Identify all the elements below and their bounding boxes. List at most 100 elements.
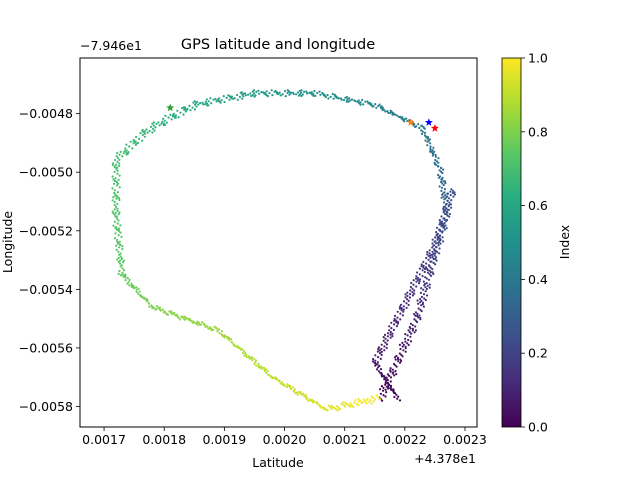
track-point: [297, 94, 301, 97]
return-path-point: [418, 278, 422, 281]
track-point: [251, 359, 254, 362]
track-point: [119, 150, 122, 153]
track-point: [414, 314, 417, 317]
track-point: [197, 321, 201, 324]
return-path-point: [375, 368, 379, 371]
track-point: [299, 391, 302, 394]
track-point: [112, 212, 115, 215]
track-point: [420, 287, 423, 290]
track-point: [127, 280, 130, 284]
track-point: [425, 282, 428, 285]
return-path-point: [396, 397, 399, 400]
track-point: [367, 102, 370, 105]
return-path-point: [450, 206, 453, 209]
track-point: [191, 106, 194, 109]
return-path-point: [380, 343, 383, 346]
track-point: [181, 107, 184, 110]
track-point: [119, 252, 122, 255]
track-point: [112, 196, 115, 199]
track-point: [121, 247, 124, 251]
track-point: [116, 169, 119, 172]
return-path-point: [420, 263, 423, 266]
track-point: [288, 93, 291, 96]
track-point: [344, 96, 347, 99]
track-point: [429, 266, 432, 269]
track-point: [337, 409, 340, 412]
return-path-point: [412, 283, 415, 286]
return-path-point: [439, 221, 442, 224]
track-point: [118, 162, 121, 165]
track-point: [223, 100, 226, 104]
track-point: [137, 292, 140, 295]
return-path-point: [429, 260, 432, 263]
return-path-point: [405, 306, 408, 309]
track-point: [291, 386, 294, 389]
track-point: [168, 310, 171, 313]
return-path-point: [445, 207, 448, 210]
track-point: [441, 171, 444, 175]
track-point: [130, 284, 133, 287]
track-point: [117, 213, 120, 216]
track-point: [384, 381, 387, 384]
track-point: [189, 109, 192, 112]
track-point: [344, 405, 347, 408]
track-point: [421, 301, 424, 304]
return-path-point: [445, 218, 449, 222]
track-point: [361, 98, 364, 102]
track-point: [319, 404, 322, 407]
return-path-point: [413, 292, 416, 295]
colorbar-tick-label: 0.2: [528, 346, 548, 361]
track-point: [435, 259, 438, 262]
return-path-point: [444, 203, 448, 206]
return-path-point: [442, 207, 445, 211]
return-path-point: [442, 211, 445, 214]
track-point: [122, 152, 125, 155]
track-point: [113, 200, 116, 204]
track-point: [170, 310, 173, 313]
track-point: [113, 237, 117, 240]
return-path-point: [404, 293, 407, 296]
track-point: [113, 208, 116, 211]
track-point: [209, 97, 212, 100]
track-point: [304, 394, 307, 397]
return-path-point: [379, 368, 383, 371]
return-path-point: [396, 316, 399, 319]
track-point: [434, 155, 437, 158]
track-point: [112, 178, 115, 181]
return-path-point: [393, 319, 396, 322]
return-path-point: [415, 285, 418, 288]
y-tick-label: −0.0052: [19, 223, 73, 238]
track-point: [216, 330, 219, 333]
track-point: [442, 183, 445, 187]
track-point: [115, 248, 118, 251]
return-path-point: [386, 339, 389, 342]
track-point: [149, 125, 153, 128]
track-point: [257, 89, 260, 92]
track-point: [214, 326, 217, 329]
return-path-point: [377, 366, 380, 369]
track-point: [409, 335, 412, 338]
track-point: [296, 393, 299, 396]
track-point: [146, 131, 149, 134]
track-point: [357, 404, 360, 407]
track-point: [418, 314, 421, 317]
track-point: [438, 175, 442, 178]
track-point: [159, 309, 162, 312]
track-point: [426, 144, 429, 147]
track-point: [121, 261, 125, 264]
return-path-point: [409, 293, 412, 296]
track-point: [274, 376, 277, 379]
track-point: [394, 358, 397, 361]
track-point: [171, 312, 174, 315]
track-point: [437, 244, 440, 247]
track-point: [119, 255, 122, 258]
track-point: [134, 143, 137, 146]
track-point: [378, 398, 381, 401]
y-tick-label: −0.0054: [19, 282, 73, 297]
track-point: [379, 388, 382, 391]
track-point: [437, 173, 440, 177]
track-point: [148, 302, 151, 305]
track-point: [416, 312, 419, 315]
track-point: [119, 274, 122, 277]
track-point: [204, 325, 207, 328]
